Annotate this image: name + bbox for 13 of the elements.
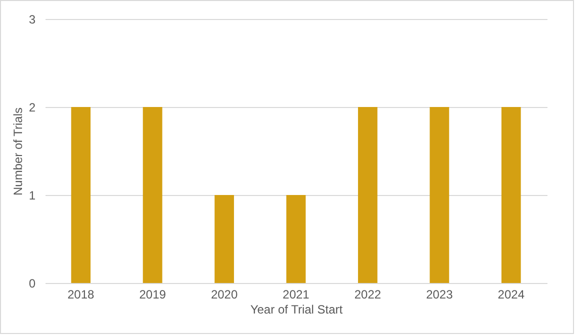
x-tick-label: 2023 <box>426 288 454 302</box>
x-axis-title: Year of Trial Start <box>250 302 344 316</box>
y-tick-label: 2 <box>28 100 36 114</box>
x-tick-label: 2019 <box>139 288 166 302</box>
y-tick-label: 1 <box>28 188 36 202</box>
x-tick-label: 2018 <box>68 288 95 302</box>
x-tick-label: 2022 <box>354 288 382 302</box>
y-axis-title: Number of Trials <box>10 107 25 196</box>
y-tick-label: 3 <box>28 12 36 26</box>
x-tick-label: 2021 <box>282 288 310 302</box>
x-tick-label: 2024 <box>498 288 525 302</box>
x-tick-label: 2020 <box>210 288 238 302</box>
y-tick-label: 0 <box>28 276 36 290</box>
